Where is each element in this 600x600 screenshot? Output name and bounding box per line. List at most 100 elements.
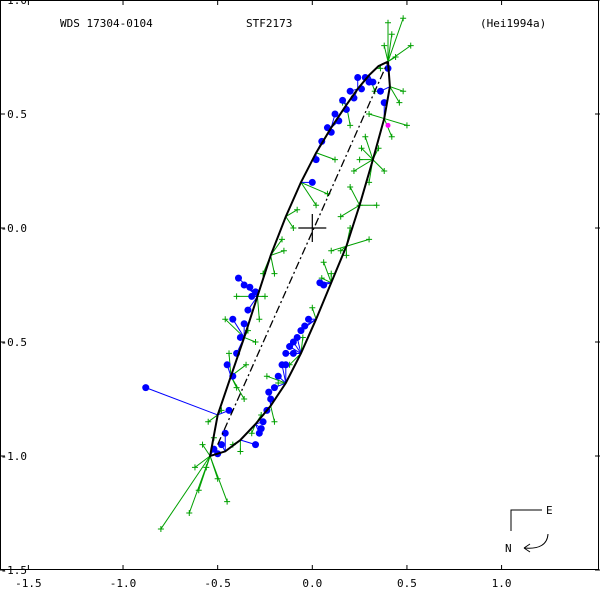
speckle-dot-point [223,361,231,369]
speckle-residual-line [238,277,258,297]
speckle-dot-point [267,395,275,403]
speckle-dot-point [142,384,150,392]
x-tick-label: -0.5 [204,577,231,590]
observation-residual-line [285,209,298,218]
observation-plus-point [299,334,306,341]
speckle-dot-point [305,315,313,323]
speckle-dot-point [346,87,354,95]
speckle-dot-point [252,441,260,449]
header-right-label: (Hei1994a) [480,17,546,30]
y-tick-label: -0.5 [1,336,28,349]
observation-residual-line [300,182,317,206]
compass-north-label: N [505,542,512,555]
observation-residual-line [346,238,370,247]
speckle-residual-line [145,387,218,416]
observation-plus-point [337,247,344,254]
observation-residual-line [387,18,404,62]
observation-residual-line [331,245,347,252]
speckle-dot-point [240,320,248,328]
compass-rotation-arc [523,533,549,549]
speckle-dot-point [331,110,339,118]
speckle-dot-point [320,281,328,289]
x-tick-label: -1.5 [15,577,42,590]
header-center-label: STF2173 [246,17,292,30]
observations-layer [142,15,414,532]
observation-plus-point [157,525,164,532]
observation-residual-line [383,45,389,62]
observation-residual-line [230,375,245,400]
speckle-dot-point [221,429,229,437]
observation-plus-point [332,156,339,163]
observation-plus-point [343,252,350,259]
observation-plus-point [271,418,278,425]
observation-plus-point [237,448,244,455]
observation-plus-point [396,99,403,106]
compass-east-label: E [546,504,553,517]
observation-plus-point [313,202,320,209]
primary-star-layer [298,214,327,242]
observation-residual-line [270,255,275,274]
observation-residual-line [368,113,385,120]
x-tick-label: 0.5 [397,577,417,590]
y-tick-label: -1.5 [1,564,28,577]
observation-residual-line [207,414,218,423]
observation-plus-point [248,430,255,437]
observation-plus-point [222,316,229,323]
primary-star-cross-icon [298,214,327,242]
speckle-dot-point [259,418,267,426]
observation-residual-line [209,455,228,502]
observation-plus-point [385,19,392,26]
observation-plus-point [320,259,327,266]
observation-residual-line [340,204,360,218]
x-tick-label: 0.0 [302,577,322,590]
observation-residual-line [323,262,332,283]
speckle-dot-point [376,87,384,95]
speckle-dot-point [365,78,373,86]
speckle-dot-point [282,361,290,369]
observation-plus-point [377,65,384,72]
observation-residual-line [256,296,260,320]
observation-plus-point [347,183,354,190]
compass-rose: E N [505,504,553,555]
observation-residual-line [349,186,361,206]
observation-residual-line [266,375,286,384]
observation-plus-point [350,168,357,174]
speckle-dot-point [301,322,309,330]
speckle-dot-point [240,281,248,289]
speckle-dot-point [308,178,316,186]
observation-residual-line [285,216,294,229]
observation-plus-point [337,213,344,220]
speckle-dot-point [293,333,301,341]
speckle-dot-point [257,425,265,433]
observation-plus-point [261,293,268,300]
observation-residual-line [243,336,256,343]
observation-residual-line [364,136,374,160]
speckle-residual-line [232,318,245,338]
observation-residual-line [321,277,332,284]
observation-plus-point [191,464,198,471]
observation-plus-point [263,373,270,380]
y-tick-label: -0.0 [1,222,28,235]
speckle-dot-point [282,349,290,357]
speckle-dot-point [354,74,362,82]
speckle-dot-point [265,388,273,396]
observation-plus-point [373,202,380,209]
observation-plus-point [328,247,335,254]
observation-residual-line [194,455,211,468]
plot-frame [0,0,599,570]
observation-plus-point [362,133,369,140]
observation-plus-point [294,206,301,213]
observation-residual-line [361,147,374,160]
observation-residual-line [160,455,211,530]
orbit-ellipse [208,60,391,458]
observation-residual-line [389,86,404,92]
observation-plus-point [381,168,388,174]
observation-plus-point [400,88,407,95]
observation-residual-line [270,405,275,422]
observation-plus-point [256,316,263,323]
observation-residual-line [389,86,400,103]
observation-plus-point [388,133,395,140]
speckle-dot-point [236,333,244,341]
y-tick-label: 0.5 [7,108,27,121]
